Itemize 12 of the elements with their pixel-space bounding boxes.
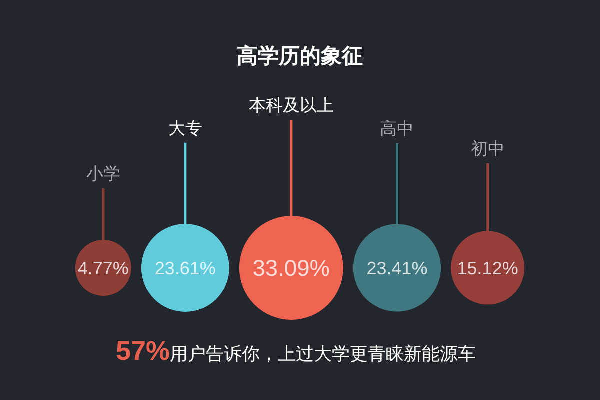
data-label: 4.77% [78,258,129,278]
annotations: 57%用户告诉你，上过大学更青睐新能源车 [116,336,476,366]
data-label: 15.12% [457,258,518,278]
category-label: 小学 [86,164,120,184]
data-label: 23.41% [366,258,428,278]
title: 高学历的象征 [237,45,363,68]
category-label: 初中 [470,139,505,158]
category-label: 大专 [168,118,202,138]
data-label: 33.09% [252,255,330,282]
category-label: 本科及以上 [248,96,334,115]
data-label: 23.61% [154,258,216,278]
category-label: 高中 [380,119,414,138]
